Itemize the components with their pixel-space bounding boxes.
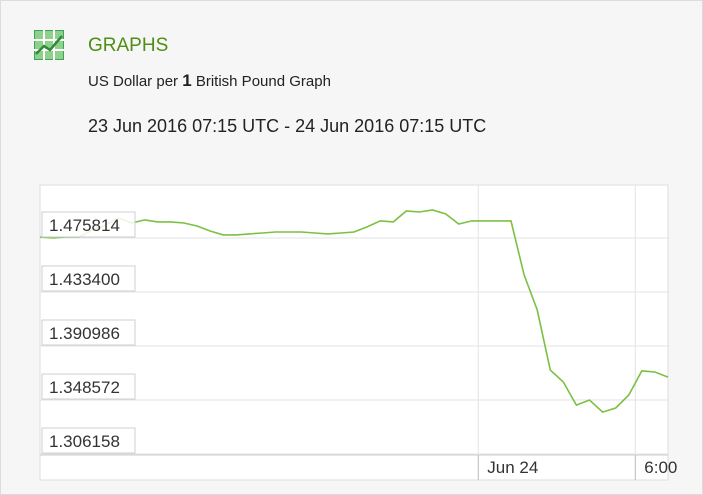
y-tick-box <box>41 319 136 346</box>
y-tick-label: 1.433400 <box>49 270 120 289</box>
y-tick-label: 1.348572 <box>49 378 120 397</box>
period: 23 Jun 2016 07:15 UTC - 24 Jun 2016 07:1… <box>88 116 487 136</box>
line <box>39 209 669 414</box>
y-tick-label: 1.306158 <box>49 432 120 451</box>
subtitle-text: US Dollar per <box>88 73 179 90</box>
subtitle: US Dollar per 1 British Pound Graph <box>88 71 331 91</box>
subtitle-text: British Pound Graph <box>195 73 331 90</box>
amount: 1 <box>182 71 192 90</box>
x-tick-label: Jun 24 <box>487 458 538 477</box>
y-tick-box <box>41 265 136 292</box>
x-tick-label: 6:00 <box>644 458 677 477</box>
y-tick-label: 1.390986 <box>49 324 120 343</box>
title: GRAPHS <box>88 35 169 56</box>
y-tick-box <box>41 427 136 454</box>
y-tick-box <box>41 211 136 238</box>
graph-icon <box>34 30 64 60</box>
y-tick-label: 1.475814 <box>49 216 120 235</box>
plot-area <box>39 184 669 481</box>
y-tick-box <box>41 373 136 400</box>
